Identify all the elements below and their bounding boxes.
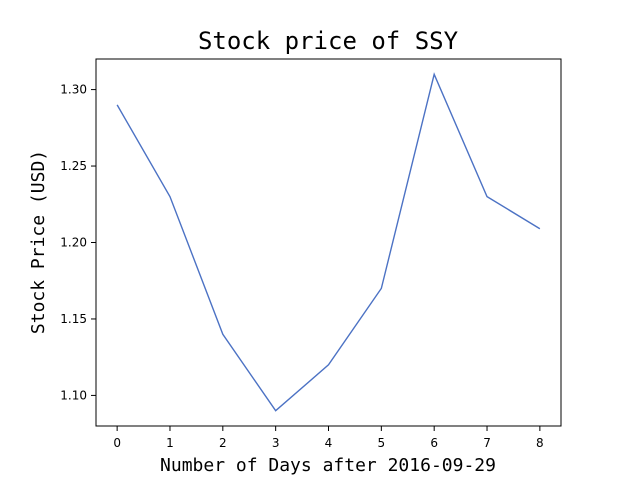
series-group bbox=[116, 72, 541, 412]
y-tick-label: 1.30 bbox=[60, 83, 87, 97]
x-axis: 0 1 2 3 4 5 6 7 8 bbox=[113, 426, 544, 450]
y-tick-label: 1.20 bbox=[60, 236, 87, 250]
y-axis: 1.10 1.15 1.20 1.25 1.30 bbox=[60, 83, 96, 402]
y-axis-label: Stock Price (USD) bbox=[28, 150, 49, 334]
y-tick-label: 1.10 bbox=[60, 388, 87, 402]
x-tick-label: 8 bbox=[536, 436, 544, 450]
x-tick-label: 1 bbox=[166, 436, 174, 450]
x-tick-label: 0 bbox=[113, 436, 121, 450]
series-line bbox=[116, 72, 541, 412]
x-tick-label: 2 bbox=[219, 436, 227, 450]
y-tick-label: 1.25 bbox=[60, 159, 87, 173]
x-tick-label: 7 bbox=[483, 436, 491, 450]
x-axis-label: Number of Days after 2016-09-29 bbox=[160, 455, 496, 476]
x-tick-label: 6 bbox=[430, 436, 438, 450]
plot-frame bbox=[95, 58, 562, 427]
chart-title: Stock price of SSY bbox=[198, 27, 459, 55]
y-tick-label: 1.15 bbox=[60, 312, 87, 326]
x-tick-label: 5 bbox=[378, 436, 386, 450]
x-tick-label: 3 bbox=[272, 436, 280, 450]
x-tick-label: 4 bbox=[325, 436, 333, 450]
